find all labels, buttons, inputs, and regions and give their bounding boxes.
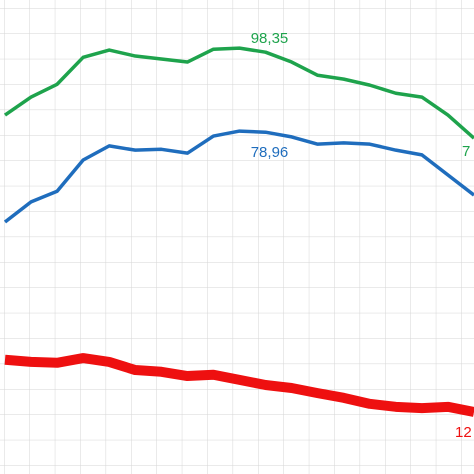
annotation: 7 (462, 143, 470, 160)
annotation: 12 (455, 424, 472, 441)
series-line (4, 46, 474, 140)
series-line (3, 129, 474, 224)
data-label: 78,96 (251, 144, 289, 161)
data-label: 98,35 (251, 30, 289, 47)
series-line (4, 353, 474, 417)
